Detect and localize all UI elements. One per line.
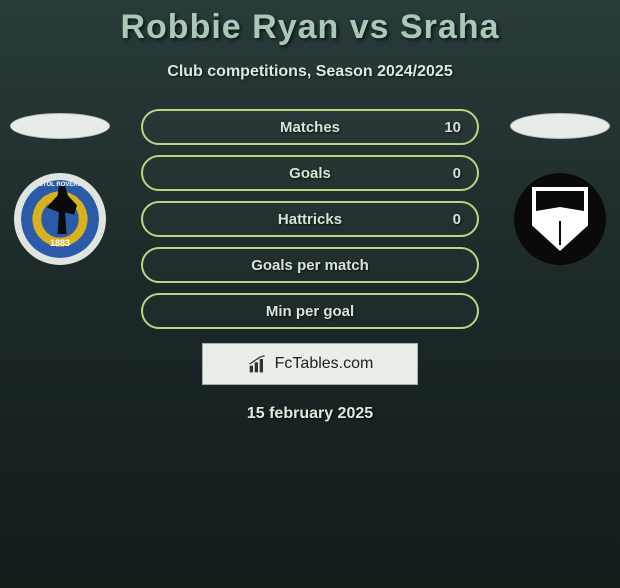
stat-value-right: 10: [444, 119, 461, 136]
stat-row-goals: Goals 0: [141, 155, 479, 191]
right-player-photo-placeholder: [510, 113, 610, 139]
stats-list: Matches 10 Goals 0 Hattricks 0 Goals per…: [141, 109, 479, 329]
right-logo-shield: [532, 187, 588, 251]
main-area: BRISTOL ROVERS FC 1883 Matches 10 Goals …: [0, 109, 620, 423]
stat-label: Goals per match: [251, 257, 369, 274]
date-text: 15 february 2025: [0, 405, 620, 423]
stat-label: Hattricks: [278, 211, 342, 228]
source-name: FcTables.com: [275, 355, 374, 373]
stat-label: Goals: [289, 165, 331, 182]
stat-label: Min per goal: [266, 303, 354, 320]
stat-row-hattricks: Hattricks 0: [141, 201, 479, 237]
source-attribution: FcTables.com: [202, 343, 418, 385]
bar-chart-icon: [247, 354, 269, 374]
stat-value-right: 0: [453, 211, 461, 228]
left-club-logo: BRISTOL ROVERS FC 1883: [14, 173, 106, 265]
stat-value-right: 0: [453, 165, 461, 182]
left-player-photo-placeholder: [10, 113, 110, 139]
stat-label: Matches: [280, 119, 340, 136]
subtitle: Club competitions, Season 2024/2025: [0, 63, 620, 81]
left-logo-year: 1883: [21, 238, 99, 248]
right-club-logo: [514, 173, 606, 265]
stat-row-goals-per-match: Goals per match: [141, 247, 479, 283]
left-player-column: BRISTOL ROVERS FC 1883: [0, 109, 120, 265]
left-logo-silhouette: [47, 186, 77, 234]
page-title: Robbie Ryan vs Sraha: [0, 8, 620, 47]
stat-row-matches: Matches 10: [141, 109, 479, 145]
right-player-column: [500, 109, 620, 265]
stat-row-min-per-goal: Min per goal: [141, 293, 479, 329]
